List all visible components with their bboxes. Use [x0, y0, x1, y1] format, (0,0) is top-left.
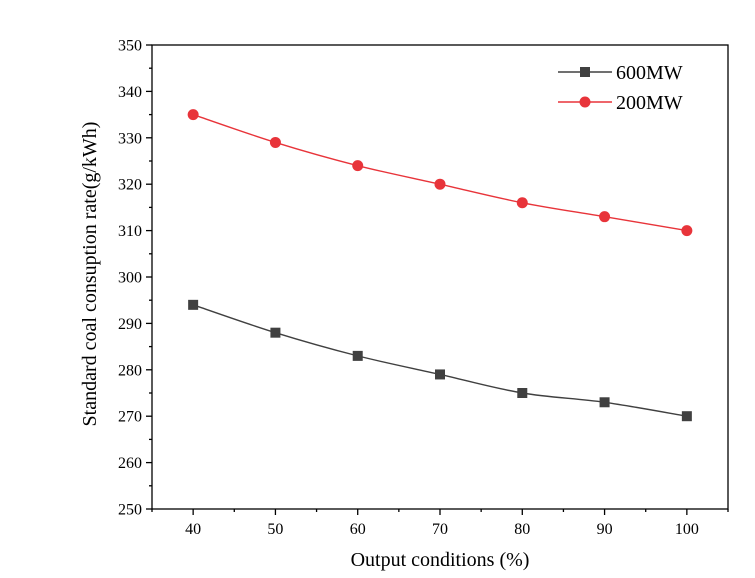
y-tick-label: 290	[118, 316, 142, 333]
legend-marker	[579, 96, 591, 108]
data-point	[516, 197, 528, 209]
data-point	[188, 299, 199, 310]
data-point	[352, 350, 363, 361]
x-axis-title: Output conditions (%)	[351, 549, 530, 571]
x-tick-label: 80	[514, 521, 530, 538]
y-axis-title: Standard coal consuption rate(g/kWh)	[79, 122, 101, 427]
x-tick-label: 100	[675, 521, 699, 538]
data-point	[517, 388, 528, 398]
axes: 250 260 270 280 290 300 310 320 330 340 350 40 50 60 7…	[118, 38, 729, 538]
y-tick-label: 350	[118, 38, 142, 55]
legend-label: 200MW	[616, 92, 683, 114]
series-line	[192, 113, 687, 232]
x-tick-label: 90	[597, 521, 613, 538]
x-tick-label: 70	[432, 521, 448, 538]
data-point	[599, 397, 610, 408]
data-point	[599, 211, 611, 223]
y-tick-label: 280	[118, 362, 142, 379]
data-point	[435, 369, 445, 380]
legend: 600MW 200MW	[558, 62, 683, 114]
series-line	[192, 304, 687, 417]
data-point	[681, 411, 692, 422]
y-tick-label: 320	[118, 177, 142, 194]
x-tick-label: 60	[350, 521, 366, 538]
y-tick-label: 340	[118, 84, 142, 101]
data-point	[434, 178, 446, 190]
series-200MW	[187, 109, 693, 237]
data-point	[681, 225, 693, 237]
y-tick-label: 330	[118, 130, 142, 147]
legend-item: 200MW	[558, 92, 683, 114]
data-point	[270, 327, 281, 338]
legend-label: 600MW	[616, 62, 683, 84]
data-point	[352, 160, 364, 172]
y-tick-label: 250	[118, 502, 142, 519]
y-tick-label: 300	[118, 270, 142, 287]
x-tick-label: 40	[185, 521, 201, 538]
y-tick-label: 270	[118, 409, 142, 426]
series-600MW	[188, 299, 692, 422]
x-tick-label: 50	[267, 521, 283, 538]
plot-frame	[151, 44, 729, 510]
data-point	[187, 109, 199, 121]
y-tick-label: 310	[118, 223, 142, 240]
plot-area	[187, 109, 693, 422]
y-tick-label: 260	[118, 455, 142, 472]
legend-item: 600MW	[558, 62, 683, 84]
data-point	[269, 136, 281, 148]
legend-marker	[580, 67, 590, 77]
